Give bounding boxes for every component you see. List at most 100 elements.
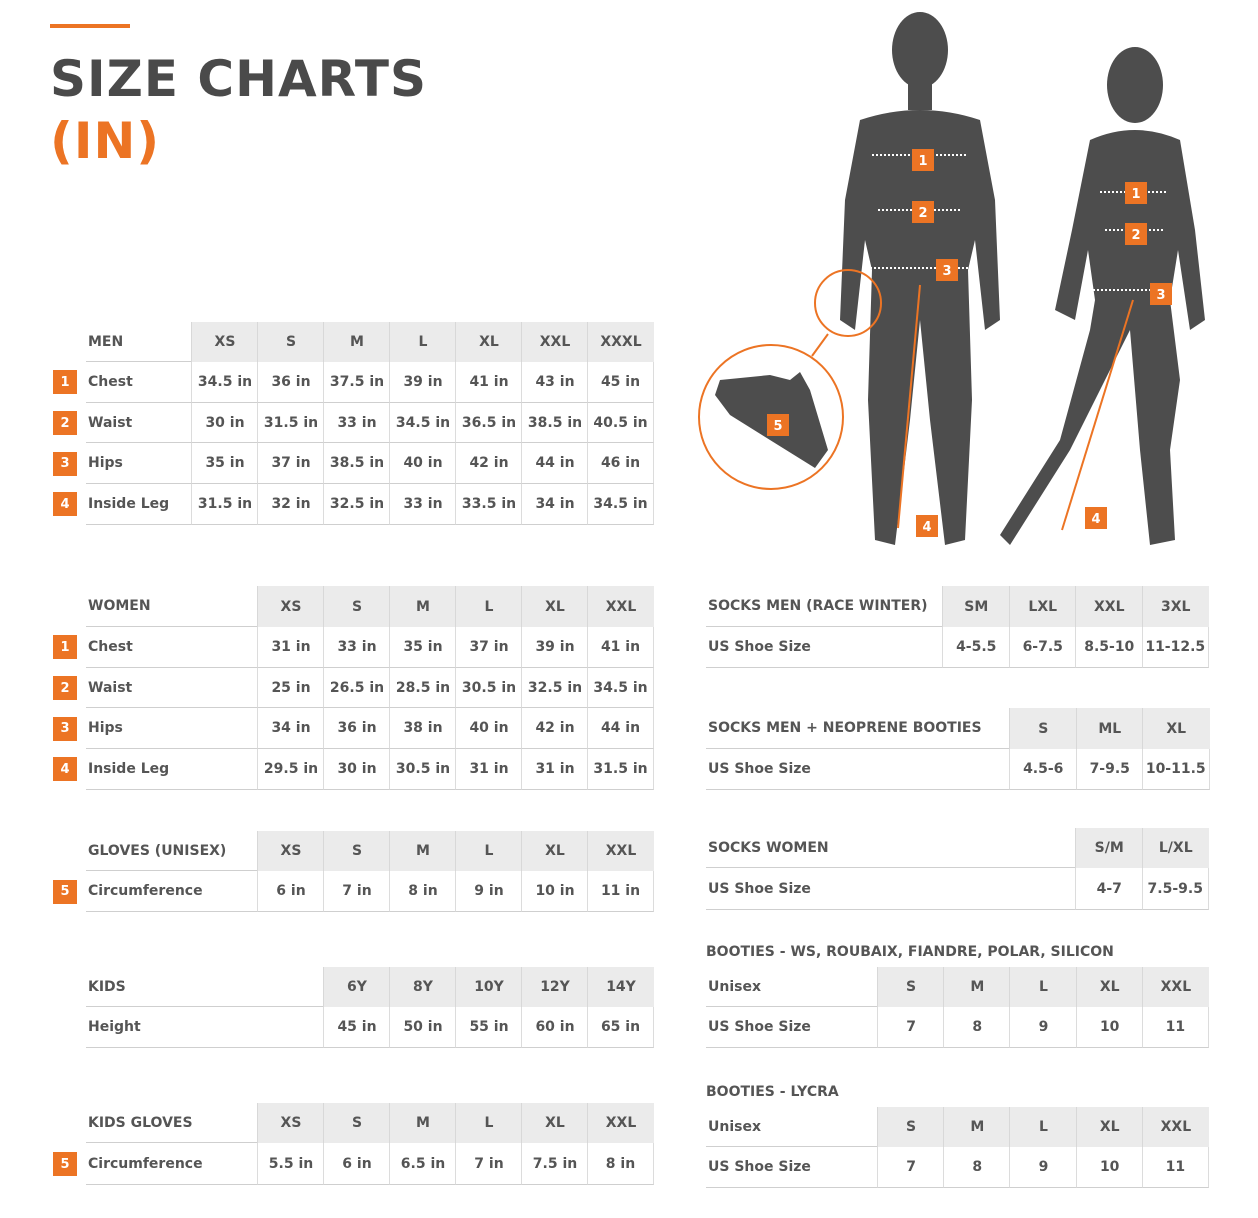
accent-divider: [50, 24, 130, 28]
socks-men-race-size-header: XXL: [1075, 586, 1143, 627]
gloves-size-header: S: [323, 831, 390, 871]
men-cell: 41 in: [455, 362, 522, 403]
men-size-header: S: [257, 322, 324, 362]
figure-markers: 1 2 3 4 1 2 3 4 5: [767, 149, 1172, 537]
socks-men-neoprene-cell: 4.5-6: [1009, 749, 1077, 790]
figure-marker-label: 1: [918, 154, 927, 169]
booties-lycra-cell: 9: [1009, 1147, 1077, 1188]
kids-title: KIDS: [86, 967, 323, 1007]
kids-size-header: 12Y: [521, 967, 588, 1007]
booties-ws-heading: BOOTIES - WS, ROUBAIX, FIANDRE, POLAR, S…: [706, 944, 1114, 960]
kids-gloves-size-header: XS: [257, 1103, 324, 1143]
women-row-label: Hips: [86, 708, 257, 750]
booties-lycra-cell: 8: [943, 1147, 1011, 1188]
gloves-cell: 9 in: [455, 871, 522, 912]
men-cell: 40 in: [389, 443, 456, 485]
body-measurement-illustration: 1 2 3 4 1 2 3 4 5: [698, 12, 1205, 545]
unit-label: (IN): [50, 112, 161, 170]
men-cell: 39 in: [389, 362, 456, 403]
men-cell: 36 in: [257, 362, 324, 403]
men-row-marker: 2: [53, 411, 77, 436]
kids-gloves-row-label: Circumference: [86, 1143, 257, 1185]
women-row-marker: 1: [53, 635, 77, 660]
women-cell: 41 in: [587, 627, 654, 668]
socks-men-race-cell: 8.5-10: [1075, 627, 1143, 668]
booties-lycra-size-header: L: [1009, 1107, 1077, 1147]
kids-gloves-size-header: M: [389, 1103, 456, 1143]
men-cell: 30 in: [191, 402, 258, 444]
figure-marker: [912, 149, 934, 171]
socks-women-cell: 7.5-9.5: [1141, 868, 1209, 910]
socks-men-neoprene-size-header: XL: [1142, 708, 1210, 749]
inside-leg-lines: [698, 269, 1134, 531]
figure-marker: [1125, 182, 1147, 204]
booties-lycra-size-header: M: [943, 1107, 1011, 1147]
men-cell: 37 in: [257, 443, 324, 485]
kids-cell: 50 in: [389, 1007, 456, 1048]
men-cell: 34 in: [521, 484, 588, 525]
men-cell: 34.5 in: [389, 402, 456, 444]
booties-lycra-size-header: S: [877, 1107, 945, 1147]
women-size-header: L: [455, 586, 522, 627]
women-cell: 36 in: [323, 708, 390, 750]
men-row-label: Chest: [86, 362, 191, 403]
socks-men-neoprene-size-header: ML: [1075, 708, 1143, 749]
gloves-cell: 7 in: [323, 871, 390, 912]
gloves-cell: 10 in: [521, 871, 588, 912]
figure-marker: [936, 259, 958, 281]
men-cell: 33.5 in: [455, 484, 522, 525]
gloves-size-header: M: [389, 831, 456, 871]
men-row-label: Hips: [86, 443, 191, 485]
men-size-header: XL: [455, 322, 522, 362]
women-cell: 31 in: [257, 627, 324, 668]
women-size-header: XXL: [587, 586, 654, 627]
kids-gloves-title: KIDS GLOVES: [86, 1103, 257, 1143]
gloves-row-label: Circumference: [86, 871, 257, 912]
figure-marker-label: 2: [1131, 228, 1140, 243]
booties-lycra-cell: 10: [1075, 1147, 1143, 1188]
kids-gloves-cell: 7 in: [455, 1143, 522, 1185]
women-row-label: Waist: [86, 668, 257, 709]
booties-ws-cell: 8: [943, 1007, 1011, 1048]
kids-cell: 60 in: [521, 1007, 588, 1048]
men-cell: 40.5 in: [587, 402, 654, 444]
men-cell: 35 in: [191, 443, 258, 485]
figure-marker-label: 4: [1091, 512, 1100, 527]
kids-gloves-cell: 8 in: [587, 1143, 654, 1185]
women-row-marker: 2: [53, 676, 77, 701]
men-size-header: XXXL: [587, 322, 654, 362]
women-row-marker: 3: [53, 716, 77, 741]
men-size-header: XXL: [521, 322, 588, 362]
men-cell: 43 in: [521, 362, 588, 403]
kids-gloves-size-header: L: [455, 1103, 522, 1143]
figure-marker: [1150, 283, 1172, 305]
men-cell: 34.5 in: [587, 484, 654, 525]
gloves-size-header: XXL: [587, 831, 654, 871]
women-size-header: XS: [257, 586, 324, 627]
booties-ws-size-header: M: [943, 967, 1011, 1007]
women-row-label: Chest: [86, 627, 257, 668]
socks-men-race-size-header: LXL: [1008, 586, 1076, 627]
kids-size-header: 14Y: [587, 967, 654, 1007]
booties-lycra-cell: 7: [877, 1147, 945, 1188]
kids-cell: 45 in: [323, 1007, 390, 1048]
women-cell: 31.5 in: [587, 749, 654, 790]
booties-lycra-size-header: XL: [1075, 1107, 1143, 1147]
kids-cell: 65 in: [587, 1007, 654, 1048]
kids-size-header: 8Y: [389, 967, 456, 1007]
men-cell: 31.5 in: [257, 402, 324, 444]
booties-lycra-cell: 11: [1141, 1147, 1209, 1188]
gloves-cell: 6 in: [257, 871, 324, 912]
kids-gloves-size-header: S: [323, 1103, 390, 1143]
women-cell: 30 in: [323, 749, 390, 790]
page-title: SIZE CHARTS: [50, 50, 428, 108]
figure-marker: [1125, 223, 1147, 245]
women-cell: 34.5 in: [587, 667, 654, 709]
men-size-header: M: [323, 322, 390, 362]
women-cell: 31 in: [455, 749, 522, 790]
figure-marker: [767, 414, 789, 436]
figure-marker-label: 5: [773, 419, 782, 434]
men-size-header: XS: [191, 322, 258, 362]
men-cell: 38.5 in: [521, 402, 588, 444]
